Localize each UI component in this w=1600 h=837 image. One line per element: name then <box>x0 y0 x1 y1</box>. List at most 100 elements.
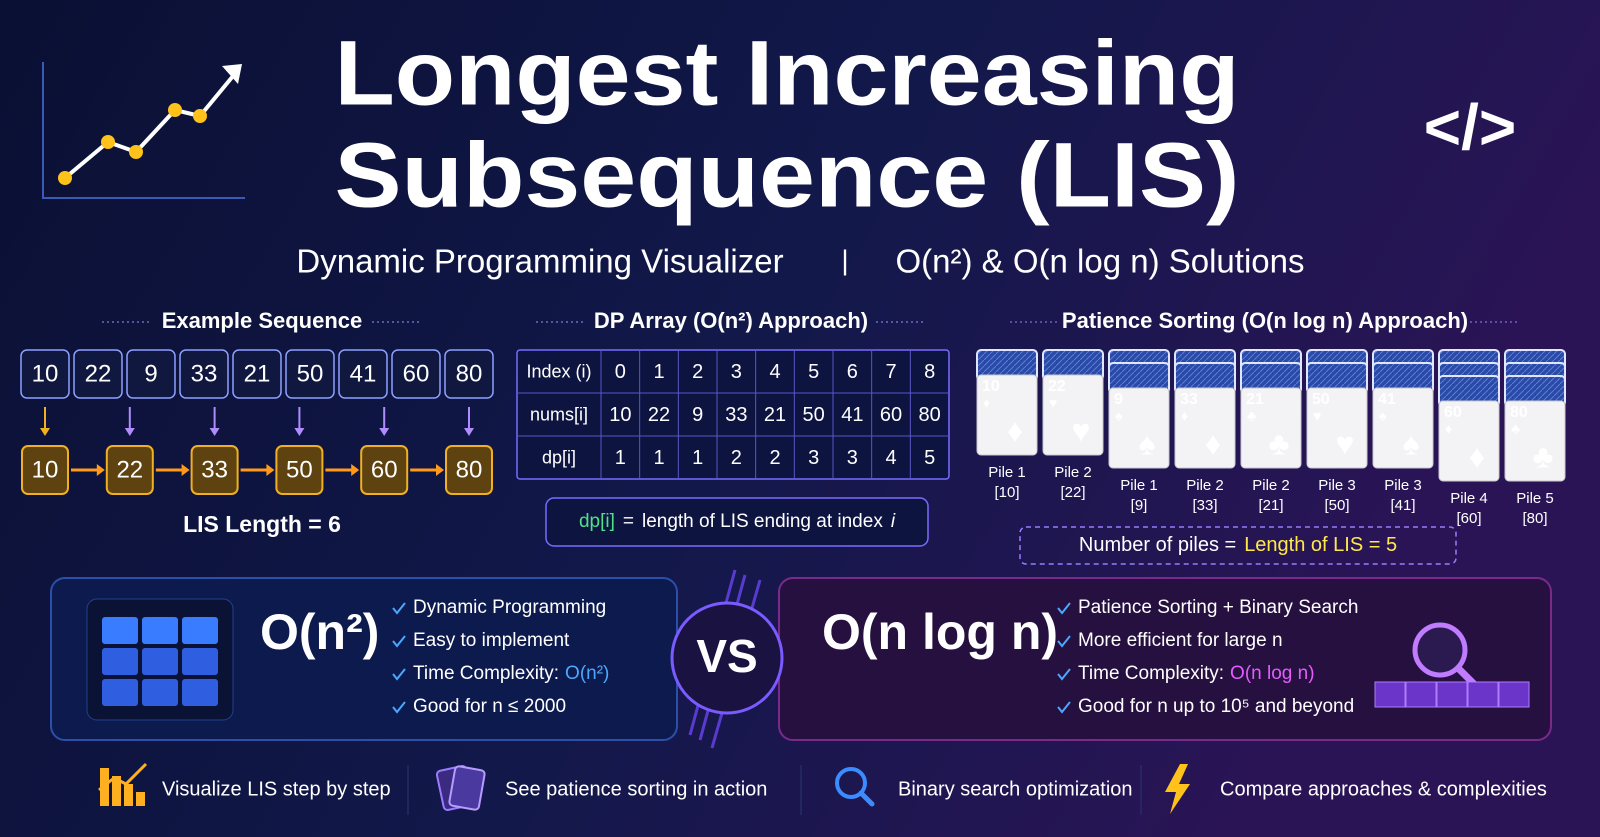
point-text: Good for n ≤ 2000 <box>413 696 566 717</box>
cell: 33 <box>725 404 747 426</box>
point: Good for n up to 10⁵ and beyond <box>1078 696 1354 717</box>
card-value: 33 <box>1180 391 1198 408</box>
card-suit-small: ♠ <box>1115 408 1123 424</box>
search-cell <box>1467 681 1499 708</box>
pile-name: Pile 3 <box>1318 477 1356 494</box>
cell: 10 <box>609 404 631 426</box>
card-value: 9 <box>1114 391 1123 408</box>
point: More efficient for large n <box>1078 630 1283 651</box>
point-text: Time Complexity: <box>1078 663 1224 684</box>
card-suit: ♦ <box>1205 425 1221 461</box>
footer-icon-handle <box>858 790 875 807</box>
cell: 8 <box>924 361 935 383</box>
point: Time Complexity: O(n²) <box>413 663 609 684</box>
cell: 3 <box>808 447 819 469</box>
table-icon-cell <box>182 617 218 644</box>
sequence-box <box>391 349 441 399</box>
point-text: Good for n up to 10⁵ and beyond <box>1078 696 1354 717</box>
card-face <box>1108 387 1170 469</box>
footer-item: Binary search optimization <box>898 778 1133 800</box>
lis-box <box>360 445 409 495</box>
pile-contents: [60] <box>1456 510 1481 527</box>
point-text: Easy to implement <box>413 630 570 651</box>
point: Patience Sorting + Binary Search <box>1078 597 1358 618</box>
vs-badge <box>670 601 784 715</box>
down-arrow-head <box>464 428 474 436</box>
pile-contents: [21] <box>1258 497 1283 514</box>
section-heading: DP Array (O(n²) Approach) <box>594 308 868 333</box>
card-face <box>1372 387 1434 469</box>
table-icon-cell <box>102 648 138 675</box>
footer-icon-bar <box>112 776 121 806</box>
point: Dynamic Programming <box>413 597 606 618</box>
pile-contents: [33] <box>1192 497 1217 514</box>
sequence-value: 41 <box>350 360 377 387</box>
point: Time Complexity: O(n log n) <box>1078 663 1315 684</box>
card-value: 10 <box>982 378 1000 395</box>
point: Good for n ≤ 2000 <box>413 696 566 717</box>
cell: 5 <box>924 447 935 469</box>
cell: 3 <box>847 447 858 469</box>
footer-icon-bar <box>124 784 133 806</box>
footer-item: Visualize LIS step by step <box>162 778 391 800</box>
pile-contents: [22] <box>1060 484 1085 501</box>
point-highlight: O(n²) <box>565 663 609 684</box>
cell: 80 <box>919 404 941 426</box>
card-suit-small: ♦ <box>1181 408 1188 424</box>
note-eq: = <box>623 511 634 532</box>
down-arrow-head <box>379 428 390 436</box>
cell: 41 <box>841 404 863 426</box>
pile-name: Pile 5 <box>1516 490 1554 507</box>
pile-name: Pile 2 <box>1252 477 1290 494</box>
cell: 4 <box>769 361 780 383</box>
card-value: 22 <box>1048 378 1066 395</box>
row-label: nums[i] <box>530 404 588 424</box>
sequence-value: 33 <box>191 360 218 387</box>
check <box>1057 635 1071 648</box>
card-suit: ♠ <box>1139 425 1156 461</box>
check <box>392 701 406 714</box>
point-text: More efficient for large n <box>1078 630 1283 651</box>
lis-box <box>275 445 324 495</box>
card-value: 50 <box>1312 391 1330 408</box>
title-line: Longest Increasing <box>335 22 1240 124</box>
lis-box <box>190 445 239 495</box>
cell: 21 <box>764 404 786 426</box>
sequence-value: 10 <box>32 360 59 387</box>
cell: 2 <box>692 361 703 383</box>
cell: 0 <box>615 361 626 383</box>
lis-value: 10 <box>32 456 59 483</box>
title-line: Subsequence (LIS) <box>335 124 1240 226</box>
card-face <box>1438 400 1500 482</box>
pile-contents: [41] <box>1390 497 1415 514</box>
cell: 1 <box>653 361 664 383</box>
sequence-value: 21 <box>244 360 271 387</box>
card-suit-small: ♥ <box>1049 395 1057 411</box>
card-suit: ♣ <box>1269 425 1290 461</box>
pile-name: Pile 2 <box>1186 477 1224 494</box>
card-value: 60 <box>1444 404 1462 421</box>
separator: | <box>841 244 848 275</box>
sequence-value: 80 <box>456 360 483 387</box>
cell: 6 <box>847 361 858 383</box>
cell: 5 <box>808 361 819 383</box>
card-face <box>1306 387 1368 469</box>
pile-name: Pile 1 <box>988 464 1026 481</box>
row-label: Index (i) <box>526 361 591 381</box>
summary-prefix: Number of piles = <box>1079 534 1236 556</box>
pile-contents: [9] <box>1131 497 1148 514</box>
sequence-box <box>126 349 176 399</box>
cell: 50 <box>803 404 825 426</box>
check <box>392 635 406 648</box>
subtitle: Dynamic Programming Visualizer <box>296 243 783 280</box>
cell: 1 <box>692 447 703 469</box>
sequence-box <box>444 349 494 399</box>
section-heading: Example Sequence <box>162 308 363 333</box>
right-arrow-head <box>266 464 275 476</box>
cell: 2 <box>731 447 742 469</box>
dp-note <box>545 497 929 547</box>
check <box>392 668 406 681</box>
sequence-box <box>338 349 388 399</box>
magnifier <box>1412 622 1468 678</box>
